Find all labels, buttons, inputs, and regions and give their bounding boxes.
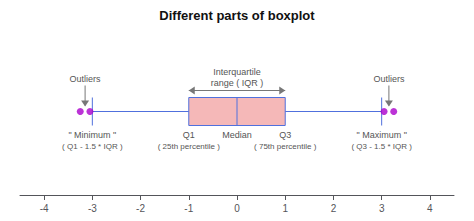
svg-text:( Q1 - 1.5 * IQR ): ( Q1 - 1.5 * IQR ) (62, 142, 123, 151)
svg-text:4: 4 (427, 203, 433, 214)
svg-text:Q3: Q3 (279, 130, 291, 140)
svg-text:Median: Median (222, 130, 252, 140)
svg-text:Interquartile: Interquartile (213, 67, 261, 77)
svg-text:( Q3 - 1.5 * IQR ): ( Q3 - 1.5 * IQR ) (351, 142, 412, 151)
svg-text:0: 0 (234, 203, 240, 214)
svg-text:-4: -4 (40, 203, 49, 214)
svg-text:Outliers: Outliers (70, 74, 102, 84)
svg-text:" Minimum ": " Minimum " (68, 130, 116, 140)
svg-text:-2: -2 (136, 203, 145, 214)
svg-text:Different parts of boxplot: Different parts of boxplot (159, 8, 315, 23)
svg-text:2: 2 (331, 203, 337, 214)
svg-text:-1: -1 (184, 203, 193, 214)
svg-text:Outliers: Outliers (373, 74, 405, 84)
svg-text:range ( IQR ): range ( IQR ) (211, 78, 264, 88)
svg-text:3: 3 (379, 203, 385, 214)
svg-text:" Maximum ": " Maximum " (356, 130, 406, 140)
svg-text:1: 1 (282, 203, 288, 214)
svg-text:( 75th percentile ): ( 75th percentile ) (254, 142, 317, 151)
svg-text:-3: -3 (88, 203, 97, 214)
svg-text:Q1: Q1 (183, 130, 195, 140)
svg-text:( 25th percentile ): ( 25th percentile ) (158, 142, 221, 151)
